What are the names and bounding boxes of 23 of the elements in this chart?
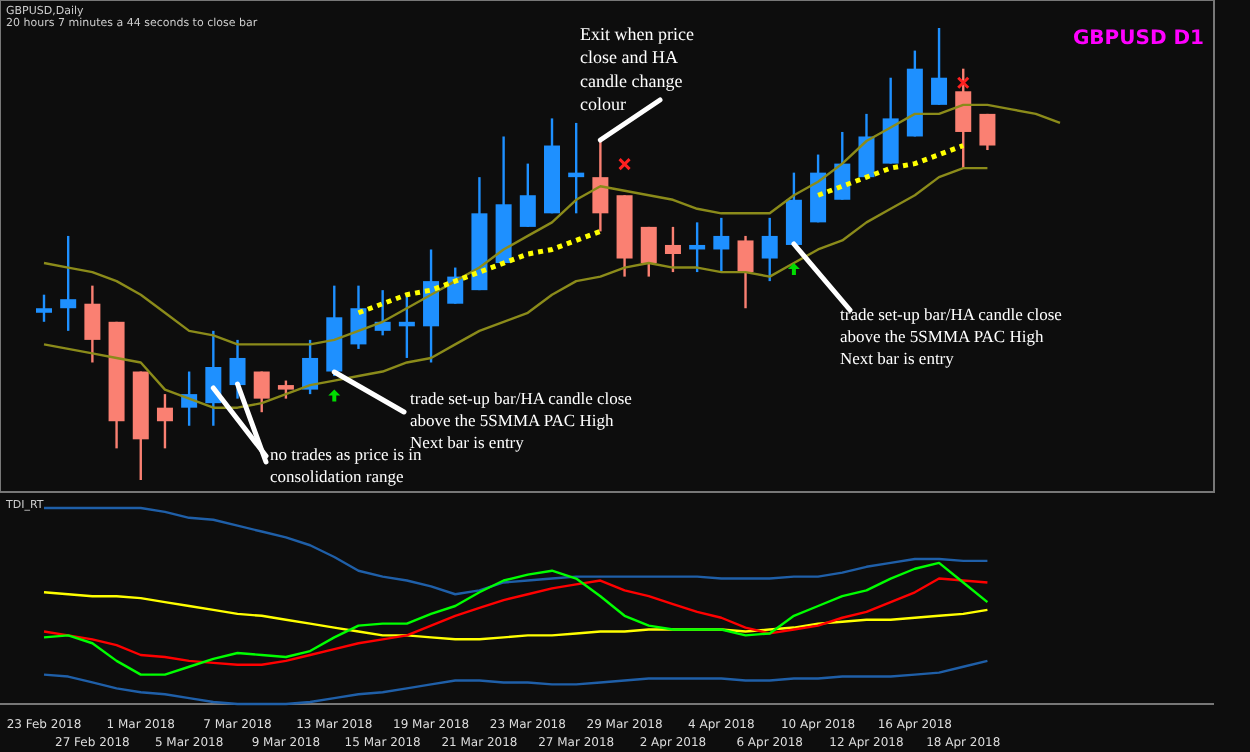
candlestick [931,26,948,107]
annotation: trade set-up bar/HA candle close above the 5SMMA PAC High Next bar is entry [840,304,1063,369]
candlestick [156,392,173,450]
candlestick [761,216,778,283]
candlestick [519,162,536,229]
candlestick [229,338,246,400]
candlestick [302,338,319,396]
candlestick [277,379,294,400]
candlestick [737,234,754,310]
candlestick [253,370,270,414]
candlestick [592,139,609,233]
candlestick [713,216,730,274]
candlestick [979,112,996,152]
candlestick [84,284,101,364]
candlestick [882,76,899,165]
candlestick [36,293,52,323]
candlestick [785,171,802,247]
candlestick [60,234,77,333]
annotation: Exit when price close and HA candle change colour [580,24,694,115]
candlestick [640,225,657,278]
text: GBPUSD D1 [1072,28,1205,50]
candlestick [955,67,972,170]
candlestick [664,225,681,274]
